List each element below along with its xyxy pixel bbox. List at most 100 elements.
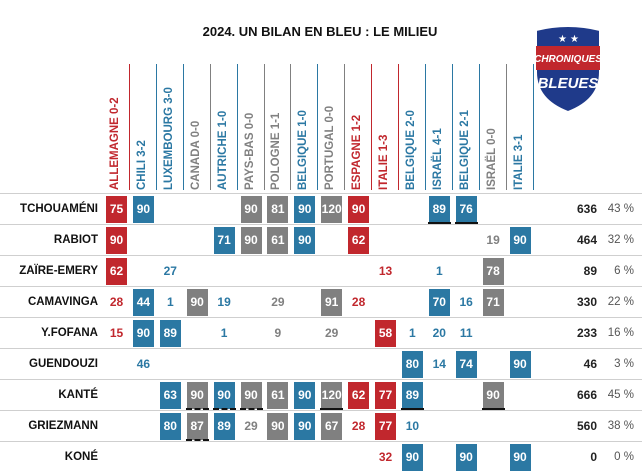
minutes-cell: 20 (432, 326, 446, 340)
dashed-underline (239, 408, 263, 411)
minutes-cell: 58 (375, 320, 396, 347)
minutes-cell: 90 (186, 289, 208, 316)
column-separator (371, 64, 373, 190)
minutes-cell: 71 (213, 227, 235, 254)
minutes-cell: 62 (348, 227, 370, 254)
minutes-cell: 61 (267, 382, 289, 409)
minutes-cell: 90 (240, 382, 262, 409)
column-separator (263, 64, 265, 190)
total-minutes: 46 (583, 357, 597, 371)
column-separator (451, 64, 453, 190)
match-header: ITALIE 1-3 (378, 134, 390, 190)
match-header: AUTRICHE 1-0 (216, 110, 229, 190)
match-header: CANADA 0-0 (189, 120, 202, 190)
match-header: BELGIQUE 2-0 (404, 110, 417, 190)
percent-played: 45 % (607, 389, 634, 401)
minutes-cell: 89 (401, 382, 423, 409)
minutes-cell: 90 (294, 382, 316, 409)
minutes-cell: 13 (378, 264, 393, 278)
minutes-cell: 80 (159, 413, 181, 440)
minutes-cell: 10 (405, 419, 420, 433)
minutes-cell: 90 (240, 196, 262, 223)
minutes-cell: 90 (401, 444, 423, 471)
minutes-cell: 78 (482, 258, 504, 285)
player-name: GRIEZMANN (28, 420, 98, 432)
minutes-cell: 81 (267, 196, 289, 223)
minutes-cell: 62 (348, 382, 370, 409)
minutes-cell: 14 (432, 357, 446, 371)
column-separator (344, 64, 346, 190)
column-separator (290, 64, 292, 190)
minutes-cell: 77 (375, 382, 396, 409)
minutes-cell: 16 (459, 295, 473, 309)
dashed-underline (185, 439, 209, 442)
minutes-cell: 61 (267, 227, 289, 254)
solid-underline (481, 408, 505, 411)
minutes-cell: 29 (271, 295, 285, 309)
minutes-cell: 87 (186, 413, 208, 440)
match-header: POLOGNE 1-1 (270, 112, 283, 190)
minutes-cell: 91 (321, 289, 343, 316)
table-row: KONÉ 32 90 90 90 0 0 % (0, 441, 642, 473)
minutes-cell: 1 (435, 264, 443, 278)
page-title: 2024. UN BILAN EN BLEU : LE MILIEU (202, 24, 438, 39)
player-name: GUENDOUZI (29, 358, 98, 370)
minutes-cell: 74 (455, 351, 477, 378)
column-separator (182, 64, 184, 190)
match-header: ALLEMAGNE 0-2 (109, 97, 121, 190)
total-minutes: 560 (576, 419, 597, 433)
percent-played: 32 % (607, 234, 634, 246)
minutes-cell: 75 (106, 196, 127, 223)
match-header: LUXEMBOURG 3-0 (162, 87, 175, 190)
minutes-cell: 19 (217, 295, 231, 309)
minutes-cell: 90 (294, 227, 316, 254)
minutes-cell: 90 (267, 413, 289, 440)
match-header: ESPAGNE 1-2 (351, 114, 364, 190)
minutes-cell: 77 (375, 413, 396, 440)
minutes-cell: 62 (106, 258, 127, 285)
minutes-cell: 9 (274, 326, 282, 340)
column-separator (532, 64, 534, 190)
percent-played: 16 % (607, 327, 634, 339)
minutes-cell: 90 (240, 227, 262, 254)
match-header: CHILI 3-2 (135, 140, 148, 190)
solid-underline (400, 408, 424, 411)
percent-played: 43 % (607, 203, 634, 215)
minutes-cell: 90 (294, 196, 316, 223)
table-row: RABIOT 90 71 90 61 90 62 19 90 464 32 % (0, 224, 642, 256)
table-row: Y.FOFANA 15 90 89 1 9 29 58 1 20 11 233 16 % (0, 317, 642, 349)
minutes-cell: 63 (159, 382, 181, 409)
logo-text-line1: CHRONIQUES (534, 54, 602, 65)
minutes-cell: 27 (163, 264, 177, 278)
percent-played: 6 % (614, 265, 634, 277)
minutes-cell: 90 (132, 320, 154, 347)
column-separator (424, 64, 426, 190)
solid-underline (320, 408, 344, 411)
minutes-cell: 29 (325, 326, 339, 340)
table-row: ZAÏRE-EMERY 62 27 13 1 78 89 6 % (0, 255, 642, 287)
column-separator (155, 64, 157, 190)
percent-played: 3 % (614, 358, 634, 370)
chroniques-bleues-logo: ★ ★ CHRONIQUES BLEUES (534, 25, 602, 114)
player-name: ZAÏRE-EMERY (19, 265, 98, 277)
minutes-cell: 15 (109, 326, 124, 340)
minutes-cell: 90 (213, 382, 235, 409)
minutes-cell: 76 (455, 196, 477, 223)
minutes-cell: 90 (294, 413, 316, 440)
logo-text-line2: BLEUES (538, 75, 599, 92)
minutes-cell: 44 (132, 289, 154, 316)
column-separator (209, 64, 211, 190)
minutes-cell: 1 (409, 326, 416, 340)
table-row: KANTÉ 63 90 90 90 61 90 120 62 77 89 90 666 45 % (0, 379, 642, 411)
minutes-cell: 1 (220, 326, 228, 340)
minutes-cell: 19 (486, 233, 500, 247)
minutes-cell: 11 (459, 326, 473, 340)
star-icon: ★ (570, 34, 579, 45)
dashed-underline (185, 408, 209, 411)
total-minutes: 89 (583, 264, 597, 278)
total-minutes: 0 (590, 450, 597, 464)
minutes-cell: 90 (455, 444, 477, 471)
minutes-cell: 89 (159, 320, 181, 347)
table-row: GUENDOUZI 46 80 14 74 90 46 3 % (0, 348, 642, 380)
total-minutes: 233 (576, 326, 597, 340)
